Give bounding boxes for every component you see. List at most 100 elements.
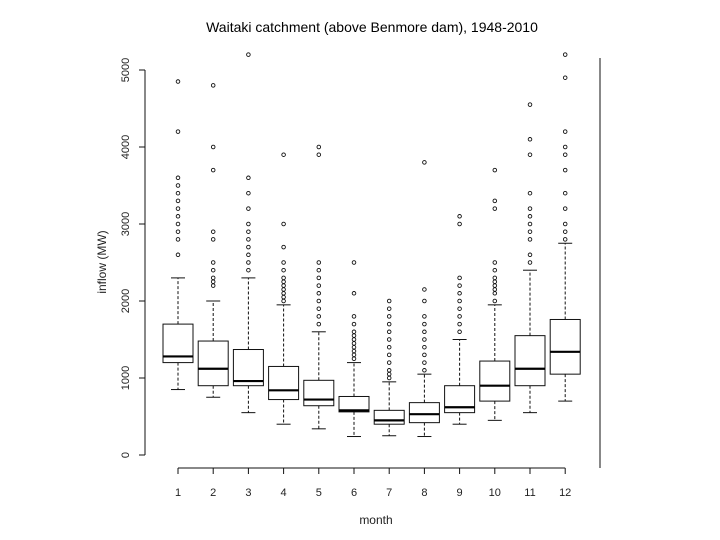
outlier-point	[281, 291, 286, 296]
outlier-point	[492, 275, 498, 281]
outlier-point	[175, 214, 181, 219]
outlier-point	[527, 102, 533, 107]
outlier-point	[175, 198, 181, 204]
outlier-point	[386, 314, 392, 319]
outlier-point	[562, 167, 568, 173]
outlier-point	[386, 371, 392, 377]
box-month-11	[514, 102, 546, 414]
box-month-12	[549, 52, 581, 402]
outlier-point	[246, 190, 251, 196]
outlier-point	[562, 152, 568, 157]
box-iqr	[514, 335, 546, 387]
outlier-point	[457, 298, 462, 304]
outlier-point	[281, 279, 286, 285]
outlier-point	[316, 152, 322, 157]
x-tick-label: 1	[175, 487, 181, 499]
outlier-point	[386, 360, 392, 365]
outlier-point	[422, 287, 427, 292]
box-month-10	[479, 167, 511, 421]
outlier-point	[175, 183, 181, 188]
outlier-point	[457, 306, 462, 311]
outlier-point	[422, 298, 427, 304]
outlier-point	[422, 360, 427, 365]
outlier-point	[562, 206, 568, 211]
outlier-point	[246, 221, 251, 227]
outlier-point	[527, 229, 533, 234]
outlier-point	[562, 52, 568, 57]
outlier-point	[527, 214, 533, 219]
outlier-point	[281, 287, 286, 292]
outlier-point	[562, 190, 568, 196]
y-tick-label: 2000	[120, 289, 132, 313]
outlier-point	[457, 321, 462, 327]
x-tick-label: 5	[316, 487, 322, 499]
y-tick-label: 1000	[120, 366, 132, 390]
outlier-point	[492, 287, 498, 292]
outlier-point	[281, 260, 286, 265]
outlier-point	[316, 144, 322, 150]
outlier-point	[351, 337, 357, 342]
outlier-point	[351, 260, 357, 265]
outlier-point	[316, 283, 322, 288]
outlier-point	[316, 306, 322, 311]
outlier-point	[281, 298, 286, 304]
outlier-point	[457, 314, 462, 319]
outlier-point	[281, 244, 286, 250]
x-tick-label: 10	[489, 487, 501, 499]
outlier-point	[492, 260, 498, 265]
outlier-point	[281, 283, 286, 288]
outlier-point	[422, 352, 427, 358]
outlier-point	[562, 75, 568, 80]
box-month-9	[444, 214, 476, 425]
outlier-point	[422, 329, 427, 335]
outlier-point	[527, 137, 533, 142]
outlier-point	[527, 237, 533, 242]
box-iqr	[232, 349, 264, 387]
outlier-point	[386, 329, 392, 335]
x-tick-label: 4	[281, 487, 287, 499]
box-iqr	[162, 323, 194, 364]
box-iqr	[549, 318, 581, 375]
outlier-point	[351, 352, 357, 358]
box-month-8	[408, 160, 440, 438]
outlier-point	[386, 321, 392, 327]
outlier-point	[527, 206, 533, 211]
x-axis-label: month	[359, 513, 392, 527]
outlier-point	[210, 237, 216, 242]
outlier-point	[210, 267, 216, 273]
outlier-point	[422, 321, 427, 327]
outlier-point	[316, 321, 322, 327]
outlier-point	[351, 344, 357, 350]
outlier-point	[175, 129, 181, 134]
outlier-point	[351, 291, 357, 296]
outlier-point	[316, 298, 322, 304]
outlier-point	[351, 356, 357, 362]
box-month-4	[268, 152, 300, 425]
x-tick-label: 8	[421, 487, 427, 499]
outlier-point	[210, 83, 216, 88]
outlier-point	[422, 344, 427, 350]
outlier-point	[175, 206, 181, 211]
outlier-point	[492, 279, 498, 285]
outlier-point	[351, 329, 357, 335]
outlier-point	[422, 160, 427, 165]
outlier-point	[246, 244, 251, 250]
outlier-point	[246, 237, 251, 242]
x-tick-label: 11	[524, 487, 535, 499]
outlier-point	[562, 237, 568, 242]
outlier-point	[175, 175, 181, 181]
y-axis: 0 1000 2000 3000 4000 5000	[120, 58, 146, 458]
outlier-point	[175, 190, 181, 196]
y-tick-label: 4000	[120, 135, 132, 159]
outlier-point	[492, 283, 498, 288]
y-tick-label: 3000	[120, 212, 132, 236]
outlier-point	[457, 291, 462, 296]
box-month-5	[303, 144, 335, 430]
outlier-point	[492, 267, 498, 273]
outlier-point	[210, 283, 216, 288]
outlier-point	[457, 283, 462, 288]
box-iqr	[444, 385, 476, 414]
outlier-point	[492, 206, 498, 211]
outlier-point	[492, 167, 498, 173]
